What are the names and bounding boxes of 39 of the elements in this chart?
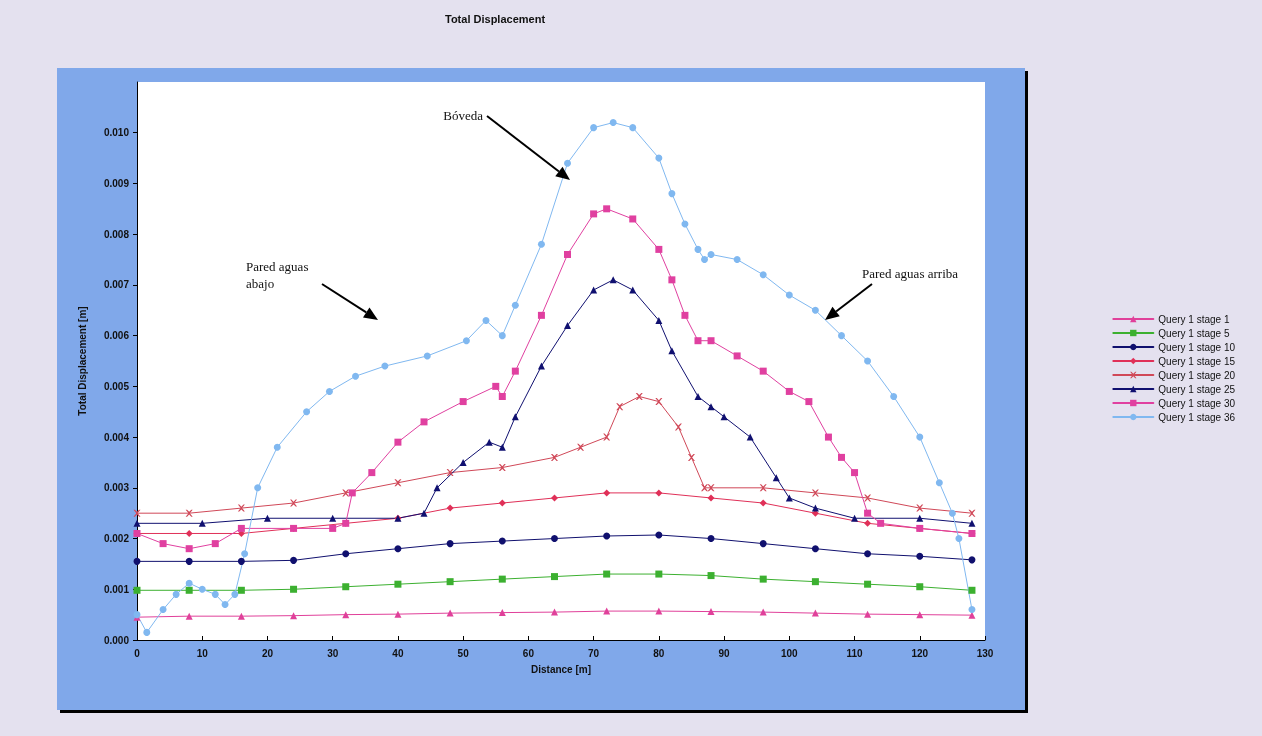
x-tick-label: 10 [196,647,209,659]
x-tick-label: 60 [522,647,535,659]
x-tick-label: 90 [718,647,731,659]
x-tick-label: 120 [911,647,929,659]
x-tick-label: 0 [134,647,141,659]
legend-label: Query 1 stage 30 [1158,397,1236,409]
x-tick-label: 130 [976,647,994,659]
y-tick-label: 0.009 [103,177,130,189]
y-tick-label: 0.006 [103,330,130,342]
x-tick-label: 110 [846,647,864,659]
y-tick-label: 0.000 [103,634,130,646]
x-tick-label: 50 [457,647,470,659]
x-tick-label: 30 [327,647,339,659]
y-tick-label: 0.002 [103,533,130,545]
legend-label: Query 1 stage 1 [1158,313,1230,325]
x-tick-label: 40 [392,647,404,659]
legend-label: Query 1 stage 36 [1158,411,1236,423]
y-axis-title: Total Displacement [m] [76,306,88,416]
legend-label: Query 1 stage 5 [1158,327,1230,339]
y-tick-label: 0.004 [103,431,130,443]
legend-label: Query 1 stage 25 [1158,383,1236,395]
x-tick-label: 20 [261,647,274,659]
x-axis-title: Distance [m] [530,663,592,675]
x-tick-label: 100 [780,647,799,659]
y-tick-label: 0.008 [103,228,130,240]
chart-title: Total Displacement [445,12,546,25]
x-tick-label: 70 [588,647,600,659]
legend-label: Query 1 stage 20 [1158,369,1236,381]
annotation: Bóveda [443,107,483,124]
y-tick-label: 0.005 [103,380,130,392]
legend-label: Query 1 stage 15 [1158,355,1236,367]
annotation: Pared aguas arriba [862,265,959,282]
legend-label: Query 1 stage 10 [1158,341,1236,353]
x-tick-label: 80 [653,647,665,659]
y-tick-label: 0.010 [103,127,130,139]
y-tick-label: 0.003 [103,482,130,494]
annotation: Pared aguas abajo [246,258,310,292]
y-tick-label: 0.001 [103,583,130,595]
y-tick-label: 0.007 [103,279,130,291]
